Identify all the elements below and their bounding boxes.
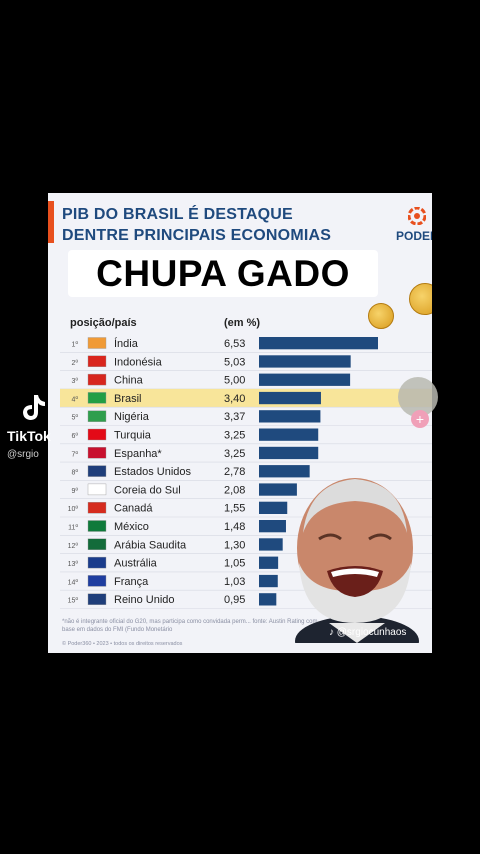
flag-icon xyxy=(87,556,107,569)
flag-icon xyxy=(87,337,107,349)
country-label: China xyxy=(114,375,144,387)
flag-icon xyxy=(87,392,107,404)
tiktok-handle-left: @srgio xyxy=(7,449,39,460)
country-label: Arábia Saudita xyxy=(114,539,187,551)
country-label: Espanha* xyxy=(114,448,162,460)
country-label: Canadá xyxy=(114,503,153,515)
headline-line-2: DENTRE PRINCIPAIS ECONOMIAS xyxy=(62,227,332,244)
flag-icon xyxy=(87,538,107,550)
laughing-man-picture xyxy=(295,478,419,643)
flag-icon xyxy=(87,410,107,422)
position-label: 2º xyxy=(72,360,79,367)
bar xyxy=(259,465,310,478)
value-label: 5,00 xyxy=(224,375,245,387)
bar xyxy=(259,556,279,569)
bar xyxy=(259,373,351,386)
position-label: 7º xyxy=(72,451,79,458)
position-label: 12º xyxy=(68,543,79,550)
flag-icon xyxy=(87,520,107,532)
position-label: 8º xyxy=(72,470,79,477)
position-label: 4º xyxy=(72,396,79,403)
coin-icon xyxy=(368,303,394,329)
bar xyxy=(259,574,278,588)
country-label: Turquia xyxy=(114,430,152,442)
value-label: 3,25 xyxy=(224,430,245,442)
highlight-row xyxy=(60,388,432,408)
position-label: 15º xyxy=(68,598,79,605)
position-label: 6º xyxy=(72,433,79,440)
bar xyxy=(259,428,319,441)
country-label: Indonésia xyxy=(114,356,163,368)
flag-icon xyxy=(87,502,107,514)
value-label: 1,03 xyxy=(224,576,245,588)
flag-icon xyxy=(87,575,107,587)
poder-logo-icon xyxy=(408,207,426,225)
tiktok-logo-icon xyxy=(23,395,45,420)
header-position-country: posição/país xyxy=(70,317,137,329)
bar xyxy=(259,337,378,350)
value-label: 2,08 xyxy=(224,484,245,496)
bar xyxy=(259,410,321,423)
value-label: 0,95 xyxy=(224,594,245,606)
position-label: 11º xyxy=(68,525,78,532)
position-label: 3º xyxy=(72,378,79,385)
tiktok-wordmark: TikTok xyxy=(7,428,51,444)
position-label: 1º xyxy=(72,342,79,349)
flag-icon xyxy=(87,355,107,368)
headline-line-1: PIB DO BRASIL É DESTAQUE xyxy=(62,206,293,223)
value-label: 1,48 xyxy=(224,521,245,533)
gdp-bar-chart: 1º Índia 6,53 2º Indonésia 5,03 3º China 5,00 4º B… xyxy=(60,337,432,609)
country-label: Nigéria xyxy=(114,411,150,423)
value-label: 6,53 xyxy=(224,338,245,350)
coin-icon xyxy=(409,283,432,315)
flag-icon xyxy=(87,465,107,477)
headline: PIB DO BRASIL É DESTAQUE DENTRE PRINCIPA… xyxy=(62,204,352,246)
flag-icon xyxy=(87,593,107,605)
infographic-card: PIB DO BRASIL É DESTAQUE DENTRE PRINCIPA… xyxy=(48,193,432,653)
bar xyxy=(259,593,277,606)
country-label: Índia xyxy=(114,337,139,350)
country-label: Reino Unido xyxy=(114,594,175,606)
bar xyxy=(259,538,283,551)
country-label: Brasil xyxy=(114,393,142,405)
value-label: 2,78 xyxy=(224,466,245,478)
overlay-caption: CHUPA GADO xyxy=(68,250,378,297)
flag-icon xyxy=(87,447,107,459)
value-label: 1,30 xyxy=(224,539,245,551)
bar xyxy=(259,501,288,514)
header-unit: (em %) xyxy=(224,317,261,329)
value-label: 3,40 xyxy=(224,393,245,405)
bar xyxy=(259,391,321,405)
country-label: Austrália xyxy=(114,558,158,570)
accent-bar xyxy=(48,201,54,243)
flag-icon xyxy=(87,373,107,386)
value-label: 3,25 xyxy=(224,448,245,460)
position-label: 10º xyxy=(68,506,79,513)
country-label: Coreia do Sul xyxy=(114,484,181,496)
position-label: 14º xyxy=(68,579,79,586)
flag-icon xyxy=(87,483,107,496)
value-label: 3,37 xyxy=(224,411,245,423)
country-label: México xyxy=(114,521,149,533)
bar xyxy=(259,520,286,533)
bar xyxy=(259,355,351,368)
tiktok-handle-right: ♪ @srgiocunhaos xyxy=(329,627,407,638)
position-label: 9º xyxy=(72,488,79,495)
flag-icon xyxy=(87,428,107,441)
bar xyxy=(259,446,319,460)
country-label: França xyxy=(114,576,149,588)
footnote: *não é integrante oficial do G20, mas pa… xyxy=(62,619,318,633)
follow-plus-icon[interactable]: + xyxy=(411,410,429,428)
value-label: 5,03 xyxy=(224,356,245,368)
bar xyxy=(259,483,297,496)
value-label: 1,05 xyxy=(224,558,245,570)
copyright: © Poder360 • 2023 • todos os direitos re… xyxy=(62,641,183,647)
position-label: 13º xyxy=(68,561,79,568)
country-label: Estados Unidos xyxy=(114,466,192,478)
position-label: 5º xyxy=(72,415,79,422)
value-label: 1,55 xyxy=(224,503,245,515)
brand-name: PODER xyxy=(396,229,432,243)
